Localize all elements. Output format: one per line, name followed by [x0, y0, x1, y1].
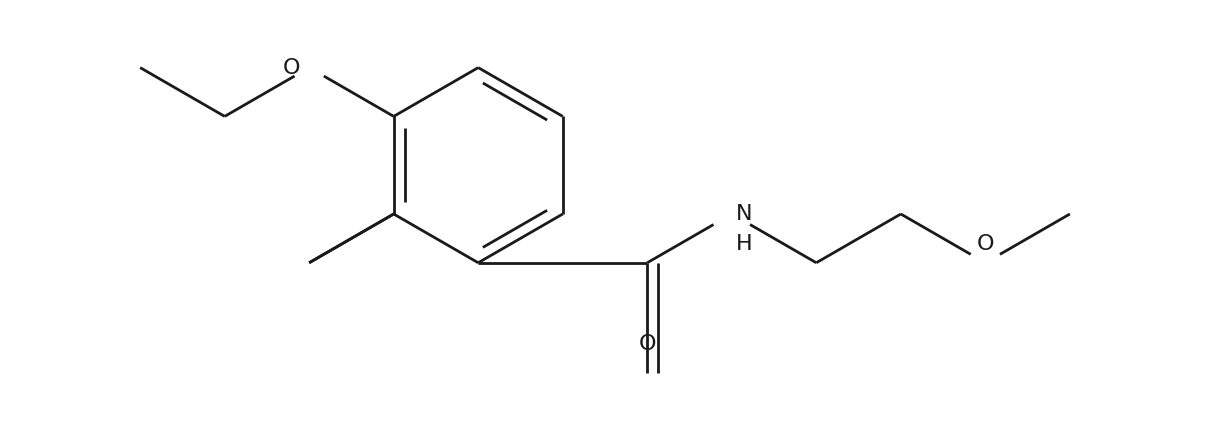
Text: H: H — [736, 234, 753, 253]
Text: O: O — [639, 333, 656, 354]
Text: N: N — [736, 204, 753, 224]
Text: O: O — [976, 234, 995, 254]
Text: O: O — [283, 58, 301, 77]
